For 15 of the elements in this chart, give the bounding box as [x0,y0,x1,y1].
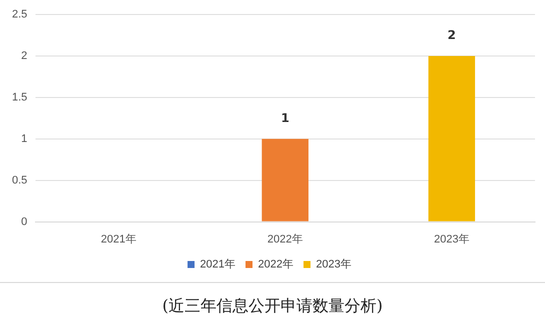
y-tick-label: 2 [21,50,28,62]
y-tick-label: 0.5 [12,174,28,186]
x-tick-label: 2022年 [267,233,303,246]
y-tick-label: 1.5 [12,92,28,104]
y-tick-label: 0 [21,216,28,228]
data-label: 1 [280,111,290,126]
legend-label: 2023年 [316,258,352,271]
text: (近三年信息公开申请数量分析) [161,296,384,317]
x-tick-label: 2021年 [100,233,136,246]
data-label: 2 [448,28,456,42]
x-tick-label: 2023年 [434,233,470,246]
legend-label: 2021年 [200,258,236,271]
y-tick-label: 1 [21,132,28,145]
y-tick-label: 2.5 [12,8,28,21]
legend-label: 2022年 [258,258,294,271]
